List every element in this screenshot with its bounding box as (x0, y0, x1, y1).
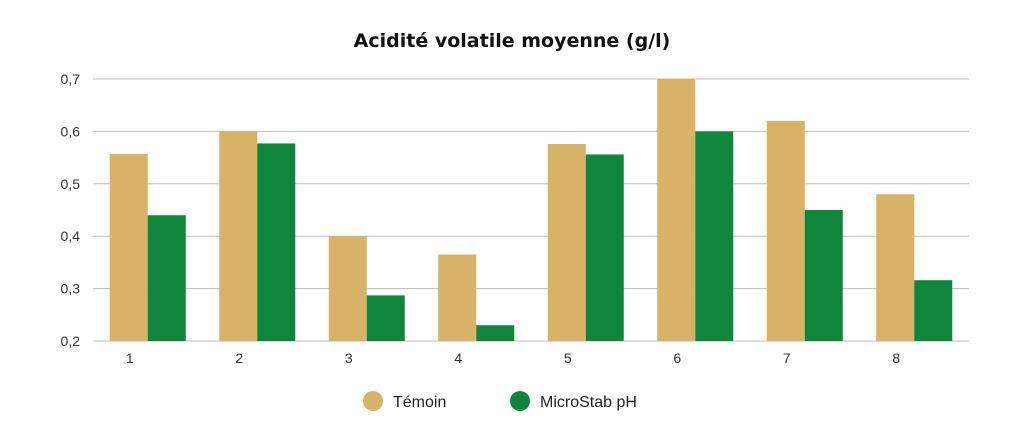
y-tick-label: 0,3 (61, 281, 81, 297)
bar-temoin-8 (876, 194, 915, 341)
bar-microstab-7 (804, 210, 843, 341)
chart-title: Acidité volatile moyenne (g/l) (354, 30, 671, 52)
x-tick-label: 6 (673, 350, 681, 366)
bar-temoin-3 (328, 236, 367, 341)
legend-swatch (363, 391, 383, 411)
legend-label: Témoin (393, 394, 446, 411)
legend-label: MicroStab pH (540, 394, 637, 411)
bar-temoin-6 (657, 79, 696, 341)
y-tick-label: 0,7 (61, 71, 81, 87)
y-tick-label: 0,2 (61, 333, 81, 349)
bar-microstab-5 (585, 154, 624, 341)
x-tick-label: 1 (126, 350, 134, 366)
bars (109, 79, 953, 341)
y-axis-ticks: 0,2 0,3 0,4 0,5 0,6 0,7 (61, 71, 81, 349)
bar-temoin-7 (766, 120, 805, 341)
x-tick-label: 7 (783, 350, 791, 366)
legend: Témoin MicroStab pH (363, 391, 637, 411)
y-tick-label: 0,5 (61, 176, 81, 192)
bar-microstab-6 (695, 131, 734, 341)
bar-microstab-2 (257, 143, 296, 341)
y-tick-label: 0,4 (61, 228, 81, 244)
y-tick-label: 0,6 (61, 123, 81, 139)
x-axis-ticks: 1 2 3 4 5 6 7 8 (126, 350, 901, 366)
bar-temoin-1 (109, 153, 148, 341)
legend-swatch (510, 391, 530, 411)
bar-microstab-8 (914, 280, 953, 341)
bar-microstab-3 (366, 295, 405, 341)
x-tick-label: 3 (345, 350, 353, 366)
x-tick-label: 8 (892, 350, 900, 366)
bar-temoin-5 (547, 143, 586, 341)
bar-microstab-1 (147, 215, 186, 341)
x-tick-label: 5 (564, 350, 572, 366)
bar-temoin-4 (438, 254, 477, 341)
bar-microstab-4 (476, 325, 515, 341)
bar-temoin-2 (219, 131, 258, 341)
x-tick-label: 4 (454, 350, 462, 366)
x-tick-label: 2 (235, 350, 243, 366)
